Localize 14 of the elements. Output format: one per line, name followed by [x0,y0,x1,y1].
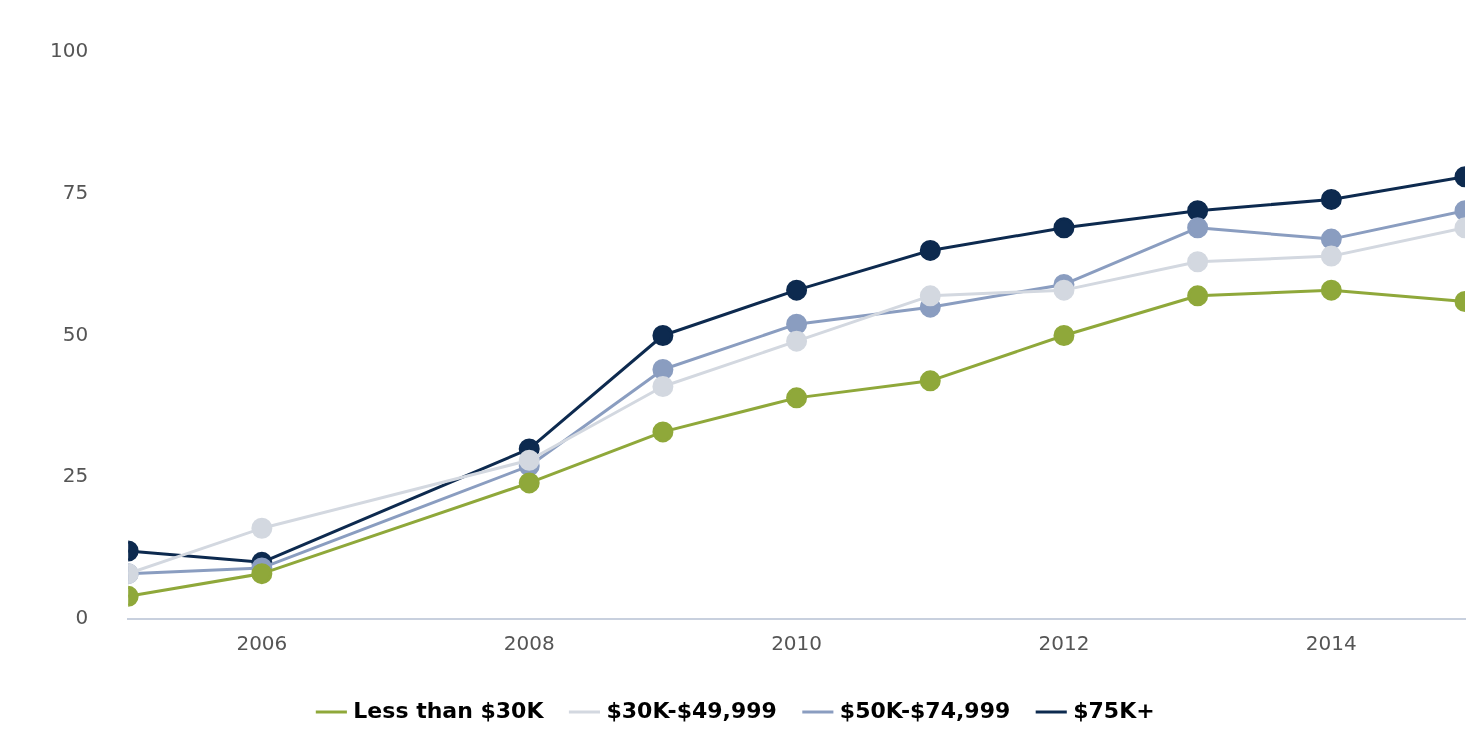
x-tick-label: 2012 [1038,631,1090,656]
legend-label: $30K-$49,999 [606,697,777,723]
y-tick-label: 100 [49,38,89,63]
x-tick-label: 2008 [503,631,555,656]
y-tick-label: 25 [62,463,89,488]
legend-label: $50K-$74,999 [839,697,1011,723]
legend-label: Less than $30K [353,697,545,723]
x-tick-label: 2014 [1305,631,1357,656]
legend-label: $75K+ [1073,697,1155,723]
y-tick-label: 50 [62,321,89,346]
y-tick-label: 0 [75,605,89,630]
x-tick-label: 2010 [771,631,823,656]
y-tick-label: 75 [62,179,89,204]
x-tick-label: 2006 [236,631,288,656]
